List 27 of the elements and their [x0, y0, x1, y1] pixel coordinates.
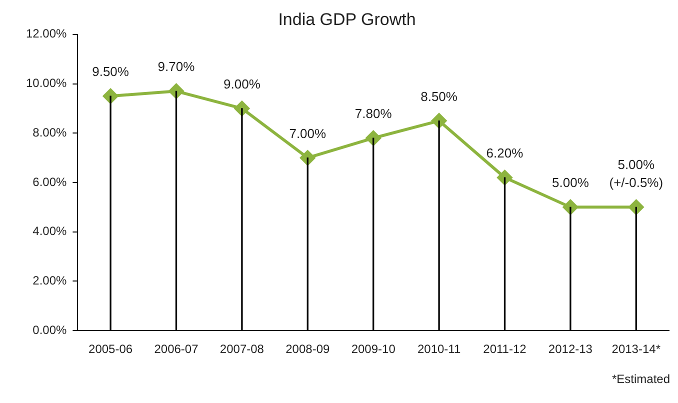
chart-title: India GDP Growth [278, 10, 416, 29]
data-label: 7.80% [354, 106, 392, 122]
x-tick-label: 2010-11 [417, 342, 461, 356]
y-tick-label: 12.00% [26, 26, 68, 41]
data-label: 5.00% [552, 175, 590, 190]
data-label: 9.70% [158, 59, 196, 74]
y-tick-label: 10.00% [26, 76, 68, 90]
y-tick-label: 6.00% [32, 174, 68, 189]
data-label: 9.00% [224, 76, 261, 92]
data-label: 8.50% [420, 88, 458, 104]
data-label: 9.50% [92, 64, 130, 80]
x-tick-label: 2011-12 [483, 342, 527, 356]
data-label: 6.20% [486, 146, 524, 161]
y-tick-label: 2.00% [32, 274, 68, 288]
y-tick-label: 8.00% [32, 125, 68, 140]
text: *Estimated [612, 372, 670, 386]
y-tick-label: 0.00% [32, 322, 68, 337]
data-label: 5.00% (+/-0.5%) [609, 157, 664, 190]
x-tick-label: 2009-10 [351, 342, 396, 356]
x-tick-label: 2006-07 [154, 342, 199, 356]
x-tick-label: 2013-14* [612, 342, 661, 356]
data-label: 7.00% [289, 126, 327, 141]
x-tick-label: 2012-13 [548, 342, 593, 356]
y-tick-label: 4.00% [32, 224, 68, 238]
x-tick-label: 2007-08 [220, 342, 264, 356]
x-tick-label: 2008-09 [286, 342, 330, 356]
x-tick-label: 2005-06 [88, 342, 133, 356]
